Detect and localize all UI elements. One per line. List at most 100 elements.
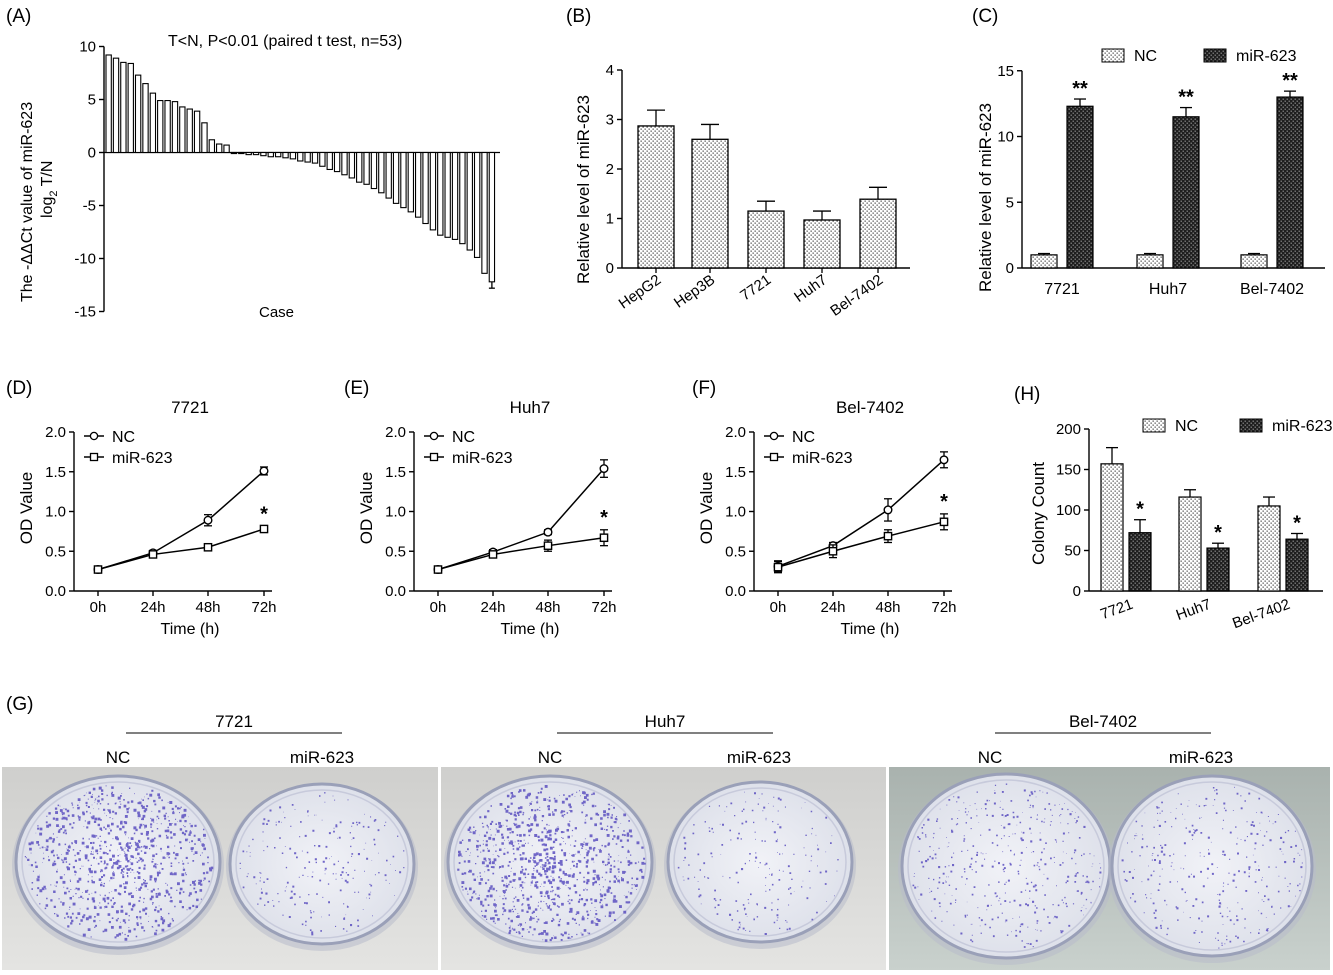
panel-d-x-tick-label: 0h [90, 599, 107, 616]
panel-a-bar [378, 151, 385, 194]
panel-b-y-tick-label: 3 [606, 112, 614, 129]
panel-f-x-tick-label: 48h [875, 599, 900, 616]
panel-f-title: Bel-7402 [836, 398, 904, 417]
panel-f-point-mir [773, 562, 783, 572]
dish-plate [900, 772, 1112, 960]
panel-b-x-tick-label: Bel-7402 [827, 271, 886, 319]
dish-colonies [24, 785, 214, 941]
panel-c-y-tick-label: 5 [1006, 194, 1014, 211]
panel-a-bar [171, 101, 179, 154]
panel-label-a: (A) [6, 6, 31, 27]
panel-f-legend-label: NC [792, 429, 815, 446]
panel-a-bar [157, 100, 164, 154]
panel-h-significance: * [1214, 522, 1222, 544]
panel-a-bar [444, 151, 451, 238]
group-title-bel7402: Bel-7402 [1069, 712, 1137, 731]
panel-a-bar [466, 151, 473, 251]
panel-a-bar [304, 151, 311, 163]
panel-b-bars [637, 109, 897, 269]
panel-label-f: (F) [692, 378, 716, 399]
panel-d-point-nc [259, 466, 269, 476]
panel-e-legend-marker-nc [429, 431, 439, 441]
panel-c-x-tick-label: Bel-7402 [1240, 281, 1304, 298]
dish-rim [21, 781, 215, 943]
panel-e-y-tick-label: 1.5 [385, 464, 406, 481]
panel-e-point-mir [599, 533, 609, 543]
panel-a-bar [282, 151, 289, 159]
panel-c-bar-mir [1066, 105, 1094, 269]
panel-c: (C) Relative level of miR-623 0 5 10 15 7721… [972, 6, 1325, 298]
panel-a-bar [120, 61, 127, 154]
panel-b-x-tick-label: Huh7 [791, 271, 830, 305]
panel-f-series-nc [777, 459, 945, 568]
panel-label-e: (E) [344, 378, 369, 399]
panel-d-x-tick-label: 24h [140, 599, 165, 616]
panel-c-legend-swatch [1101, 48, 1125, 63]
panel-a-bar [105, 54, 112, 154]
photo-huh7 [441, 767, 886, 970]
dish-colonies [457, 785, 646, 942]
panel-c-bar-mir [1172, 116, 1200, 269]
dish-plate [666, 780, 854, 944]
panel-b-x-tick-label: HepG2 [616, 271, 665, 312]
panel-f-y-tick-label: 1.5 [725, 464, 746, 481]
panel-d-point-mir [203, 542, 213, 552]
panel-a-bar [274, 151, 282, 158]
panel-h-legend: NC miR-623 [1142, 418, 1333, 435]
panel-h-ylabel: Colony Count [1029, 462, 1048, 565]
panel-a-bar [201, 122, 208, 154]
panel-a-bar [429, 151, 437, 231]
group-title-7721: 7721 [215, 712, 253, 731]
panel-d-point-mir [259, 524, 269, 534]
panel-c-legend: NC miR-623 [1101, 48, 1297, 65]
panel-h-x-tick-label: Huh7 [1174, 596, 1214, 624]
dish-rim [453, 781, 647, 943]
panel-a-bar [348, 151, 356, 179]
panel-label-c: (C) [972, 6, 998, 27]
panel-e-point-nc [599, 464, 609, 474]
panel-h: (H) Colony Count 0 50 100 150 200 7721 Huh7 Bel… [1014, 384, 1333, 632]
panel-h-bar-nc [1178, 496, 1202, 592]
panel-a-bar [422, 151, 429, 225]
dish-rim [1117, 781, 1307, 951]
panel-e-point-mir [433, 565, 443, 574]
panel-f-y-tick-label: 0.0 [725, 583, 746, 600]
panel-a-bar [437, 151, 444, 236]
panel-a-bar [407, 151, 415, 213]
panel-h-legend-label: NC [1175, 418, 1198, 435]
panel-a-bar [333, 151, 341, 173]
photo-label-bel7402-mir: miR-623 [1169, 748, 1233, 767]
panel-b-y-tick-label: 4 [606, 62, 614, 79]
panel-e-significance: * [600, 507, 608, 529]
panel-a-bar [363, 151, 370, 185]
panel-e-point-mir [488, 550, 498, 559]
panel-c-y-tick-label: 10 [997, 129, 1014, 146]
panel-a-y-tick-label: -15 [74, 304, 96, 321]
panel-b-y-tick-label: 0 [606, 260, 614, 277]
panel-c-bar-nc [1136, 254, 1164, 269]
colony-photos [2, 767, 1330, 970]
panel-d-x-tick-label: 48h [195, 599, 220, 616]
panel-e: (E) Huh7 Time (h) OD Value 0.0 0.5 1.0 1.5 2.0 0… [344, 378, 617, 638]
panel-e-y-tick-label: 0.0 [385, 583, 406, 600]
panel-e-series-mir [437, 536, 605, 571]
photo-bel7402-dish-mir [1108, 774, 1316, 963]
panel-f-legend-label: miR-623 [792, 450, 853, 467]
panel-a-y-tick-label: 10 [79, 39, 96, 56]
panel-d-xlabel: Time (h) [161, 621, 220, 638]
panel-a-bar [193, 110, 201, 154]
panel-f-point-nc [883, 505, 893, 515]
panel-h-bar-nc [1100, 463, 1124, 592]
panel-d-y-tick-label: 1.5 [45, 464, 66, 481]
panel-h-y-tick-label: 100 [1056, 502, 1081, 519]
panel-e-legend-label: NC [452, 429, 475, 446]
panel-a-bar [186, 108, 193, 154]
panel-d-y-tick-label: 1.0 [45, 504, 66, 521]
panel-b-bar [803, 219, 841, 269]
panel-e-legend-label: miR-623 [452, 450, 513, 467]
panel-a-xlabel: Case [259, 304, 294, 321]
panel-f-legend-marker-nc [769, 431, 779, 441]
panel-a-bar [252, 151, 260, 156]
panel-e-y-tick-label: 1.0 [385, 504, 406, 521]
panel-d-title: 7721 [171, 398, 209, 417]
